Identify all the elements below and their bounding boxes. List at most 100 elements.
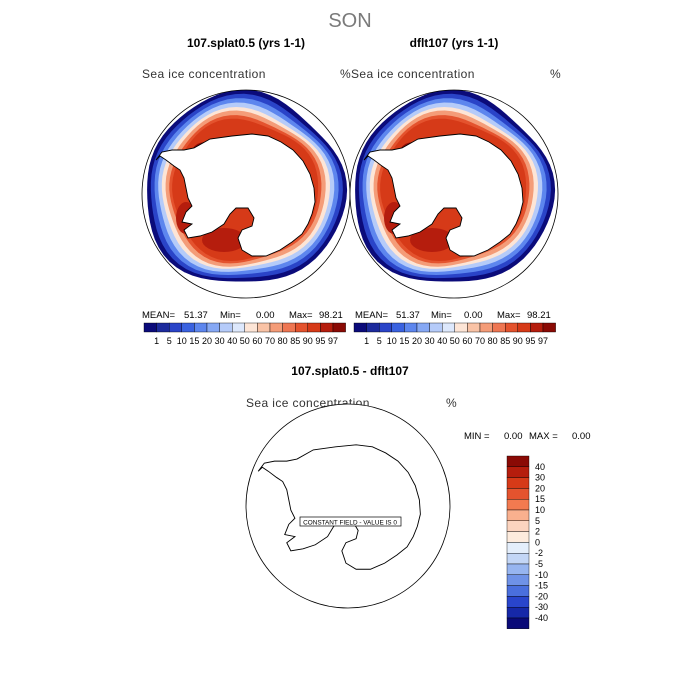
diff-colorbar-swatch [506,574,530,586]
left-panel-title: 107.splat0.5 (yrs 1-1) [187,36,305,50]
left-colorbar-swatch [181,322,195,333]
right-colorbar-tick-label: 97 [538,336,548,346]
left-colorbar-tick-label: 90 [303,336,313,346]
left-max-value: 98.21 [319,310,343,321]
diff-colorbar-tick-label: 5 [535,516,540,526]
left-colorbar-swatch [143,322,157,333]
left-colorbar-tick-label: 5 [167,336,172,346]
right-colorbar-tick-label: 85 [500,336,510,346]
left-colorbar-swatch [295,322,309,333]
diff-colorbar-swatch [506,607,530,619]
diff-colorbar-tick-label: -5 [535,559,543,569]
left-map [142,90,350,298]
diff-max-label: MAX = [529,431,558,442]
left-colorbar-swatch [244,322,258,333]
left-colorbar-swatch [231,322,245,333]
right-colorbar-swatch [442,322,456,333]
left-colorbar-tick-label: 1 [154,336,159,346]
right-max-label: Max= [497,310,521,321]
left-units-label: % [340,67,351,81]
left-colorbar-swatch [307,322,321,333]
left-colorbar-swatch [206,322,220,333]
right-map-boundary [349,89,559,299]
diff-colorbar-swatch [506,596,530,608]
right-colorbar-swatch [505,322,519,333]
right-panel-title: dflt107 (yrs 1-1) [410,36,499,50]
right-colorbar-swatch [530,322,544,333]
right-colorbar-swatch [542,322,556,333]
right-map [350,90,558,298]
left-colorbar-tick-label: 40 [227,336,237,346]
right-colorbar-tick-label: 90 [513,336,523,346]
diff-colorbar-tick-label: 20 [535,483,545,493]
right-colorbar-tick-label: 5 [377,336,382,346]
right-min-value: 0.00 [464,310,483,321]
right-colorbar-swatch [353,322,367,333]
left-colorbar-swatch [168,322,182,333]
left-colorbar-tick-label: 15 [189,336,199,346]
diff-colorbar-tick-label: -30 [535,602,548,612]
left-colorbar-tick-label: 30 [215,336,225,346]
right-colorbar-swatch [517,322,531,333]
left-colorbar-swatch [194,322,208,333]
left-ice-field [147,90,348,282]
right-colorbar-swatch [404,322,418,333]
constant-field-note: CONSTANT FIELD - VALUE IS 0 [303,520,397,527]
diff-colorbar-tick-label: -40 [535,613,548,623]
figure-title: SON [328,10,371,32]
diff-colorbar-swatch [506,520,530,532]
diff-colorbar-swatch [506,563,530,576]
left-colorbar-tick-label: 10 [177,336,187,346]
diff-panel-title: 107.splat0.5 - dflt107 [291,364,409,378]
diff-colorbar-swatch [506,466,530,478]
right-ice-patch-ross [410,228,454,252]
left-mean-value: 51.37 [184,310,208,321]
left-colorbar-swatch [219,322,233,333]
right-colorbar-swatch [391,322,405,333]
left-colorbar-swatch [257,322,271,333]
left-colorbar-swatch [320,322,334,333]
left-max-label: Max= [289,310,313,321]
right-max-value: 98.21 [527,310,551,321]
right-colorbar-tick-label: 10 [387,336,397,346]
right-colorbar-tick-label: 95 [525,336,535,346]
left-colorbar-swatch [332,322,346,333]
left-panel: 107.splat0.5 (yrs 1-1) Sea ice concentra… [141,36,351,346]
left-colorbar-tick-label: 80 [278,336,288,346]
right-colorbar-tick-label: 70 [475,336,485,346]
left-colorbar-tick-label: 97 [328,336,338,346]
right-mean-value: 51.37 [396,310,420,321]
diff-colorbar-swatch [506,617,530,630]
diff-colorbar-swatch [506,553,530,565]
left-colorbar-swatch [156,322,170,333]
diff-colorbar-swatch [506,477,530,489]
diff-colorbar-swatch [506,488,530,500]
diff-colorbar-swatch [506,499,530,511]
right-colorbar: 1 5 10 15 20 30 40 50 60 70 80 85 90 95 97 [353,322,556,346]
right-colorbar-swatch [379,322,393,333]
left-min-value: 0.00 [256,310,275,321]
left-ice-patch-ross [202,228,246,252]
diff-colorbar-tick-label: -15 [535,581,548,591]
right-colorbar-swatch [492,322,506,333]
right-colorbar-tick-label: 1 [364,336,369,346]
right-mean-label: MEAN= [355,310,388,321]
diff-units-label: % [446,396,457,410]
diff-colorbar-tick-label: -10 [535,570,548,580]
diff-colorbar-swatch [506,455,530,468]
right-colorbar-swatch [416,322,430,333]
diff-colorbar-tick-label: -2 [535,548,543,558]
diff-colorbar-swatch [506,531,530,543]
right-min-label: Min= [431,310,452,321]
constant-field-box [299,516,402,527]
left-colorbar: 1 5 10 15 20 30 40 50 60 70 80 85 90 95 97 [143,322,346,346]
diff-colorbar-tick-label: 0 [535,537,540,547]
right-colorbar-tick-label: 15 [399,336,409,346]
right-colorbar-tick-label: 30 [425,336,435,346]
left-colorbar-tick-label: 70 [265,336,275,346]
left-colorbar-tick-label: 60 [252,336,262,346]
diff-colorbar-tick-label: 30 [535,473,545,483]
left-colorbar-tick-label: 95 [315,336,325,346]
